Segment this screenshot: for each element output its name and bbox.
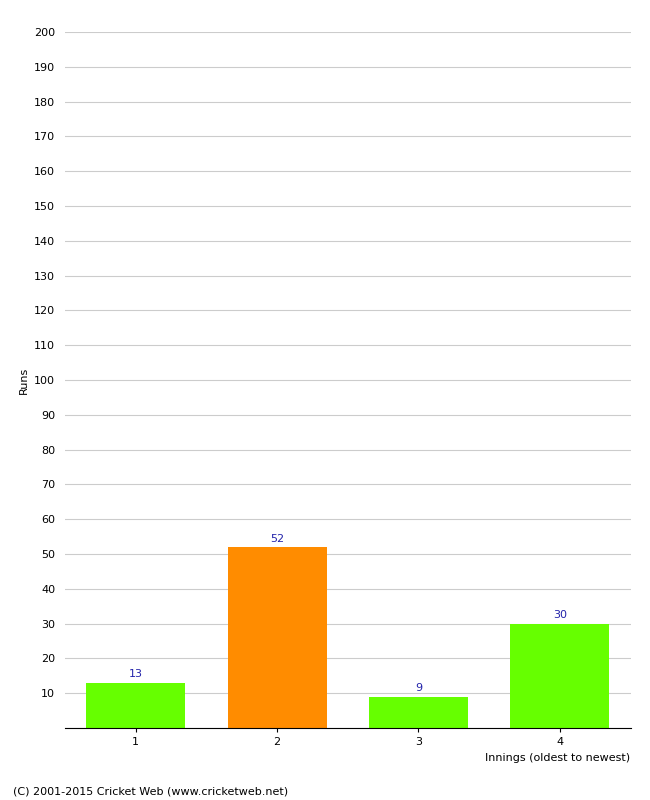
Text: 30: 30 (552, 610, 567, 620)
Bar (510, 624, 609, 728)
Y-axis label: Runs: Runs (19, 366, 29, 394)
Bar (86, 682, 185, 728)
Text: 13: 13 (129, 670, 143, 679)
Bar (227, 547, 326, 728)
Text: 52: 52 (270, 534, 284, 543)
Text: (C) 2001-2015 Cricket Web (www.cricketweb.net): (C) 2001-2015 Cricket Web (www.cricketwe… (13, 786, 288, 796)
X-axis label: Innings (oldest to newest): Innings (oldest to newest) (486, 753, 630, 762)
Text: 9: 9 (415, 683, 422, 693)
Bar (369, 697, 468, 728)
